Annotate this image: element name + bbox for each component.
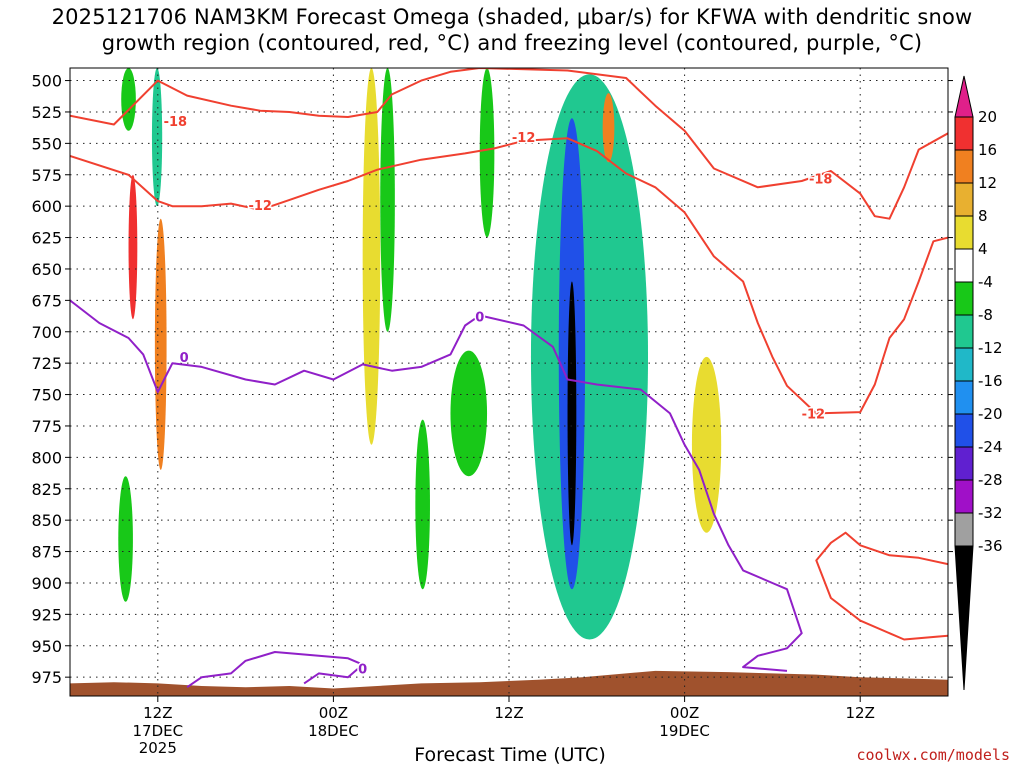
dendritic-contour-2 (815, 531, 948, 641)
y-tick-label: 800 (31, 448, 62, 467)
y-tick-label: 525 (31, 103, 62, 122)
x-tick-label: 12Z (846, 704, 875, 722)
omega-feature-8 (450, 350, 488, 477)
omega-feature-2 (121, 68, 136, 131)
plot-clip-group: -18 -12 -12 -18 -12 0 0 0 (70, 68, 948, 696)
y-tick-label: 750 (31, 386, 62, 405)
site-credit: coolwx.com/models (856, 746, 1010, 764)
y-tick-label: 925 (31, 605, 62, 624)
omega-feature-13 (602, 93, 615, 163)
y-tick-label: 550 (31, 134, 62, 153)
omega-feature-5 (362, 68, 381, 445)
contour-label: 0 (475, 311, 484, 326)
omega-feature-4 (118, 476, 133, 602)
colorbar-bin (954, 512, 974, 547)
colorbar-label: -4 (978, 273, 993, 291)
y-tick-label: 600 (31, 197, 62, 216)
colorbar-bin (954, 413, 974, 448)
x-tick-label: 00Z (319, 704, 348, 722)
contour-label: -12 (802, 407, 826, 422)
y-tick-label: 575 (31, 166, 62, 185)
colorbar-label: 4 (978, 240, 988, 258)
omega-feature-9 (415, 419, 430, 590)
chart-title-line-1: 2025121706 NAM3KM Forecast Omega (shaded… (51, 5, 973, 29)
x-tick-sublabel: 17DEC (133, 722, 184, 740)
colorbar-bin (954, 182, 974, 217)
chart-title-line-2: growth region (contoured, red, °C) and f… (101, 31, 923, 55)
colorbar-label: -12 (978, 339, 1003, 357)
omega-feature-0 (128, 174, 138, 320)
omega-feature-7 (479, 68, 495, 238)
colorbar-bin (954, 281, 974, 316)
omega-feature-14 (691, 356, 722, 533)
x-tick-sublabel: 18DEC (308, 722, 359, 740)
colorbar-bin (954, 314, 974, 349)
colorbar: 20 16 12 8 4 -4 -8 -12 -16 -20 -24 -28 -32 -36 (954, 75, 1003, 691)
omega-feature-1 (154, 218, 167, 470)
y-tick-label: 900 (31, 574, 62, 593)
contour-label: -18 (809, 173, 833, 188)
colorbar-label: -36 (978, 537, 1003, 555)
y-tick-label: 950 (31, 637, 62, 656)
colorbar-bin (954, 215, 974, 250)
y-tick-label: 725 (31, 354, 62, 373)
x-tick-label: 12Z (494, 704, 523, 722)
colorbar-bin (954, 149, 974, 184)
axes: 500 525 550 575 600 625 650 675 700 725 750 775 800 8… (31, 67, 953, 757)
x-axis-title: Forecast Time (UTC) (414, 744, 606, 766)
contour-label: -12 (512, 131, 536, 146)
y-tick-label: 775 (31, 417, 62, 436)
y-tick-label: 700 (31, 323, 62, 342)
y-tick-label: 500 (31, 72, 62, 91)
y-tick-label: 625 (31, 229, 62, 248)
colorbar-bin (954, 116, 974, 151)
y-tick-label: 975 (31, 668, 62, 687)
omega-feature-6 (380, 68, 395, 332)
colorbar-label: -16 (978, 372, 1003, 390)
colorbar-label: 20 (978, 108, 997, 126)
y-tick-label: 825 (31, 480, 62, 499)
y-tick-label: 650 (31, 260, 62, 279)
contour-label: 0 (180, 351, 189, 366)
freezing-level-contour-3 (70, 299, 803, 672)
contour-label: -12 (248, 199, 272, 214)
contour-label: -18 (164, 115, 188, 130)
colorbar-over-triangle (954, 75, 974, 118)
colorbar-label: 8 (978, 207, 988, 225)
colorbar-label: -28 (978, 471, 1003, 489)
omega-feature-12 (567, 281, 577, 546)
colorbar-label: -24 (978, 438, 1003, 456)
plot-area: -18 -12 -12 -18 -12 0 0 0 (70, 68, 948, 696)
freezing-level-contour-4 (186, 651, 364, 689)
omega-feature-10 (530, 74, 649, 640)
terrain (70, 670, 948, 696)
colorbar-label: -20 (978, 405, 1003, 423)
colorbar-under-triangle (954, 545, 974, 691)
contour-label: 0 (358, 662, 367, 677)
colorbar-bin (954, 347, 974, 382)
x-tick-label: 00Z (670, 704, 699, 722)
colorbar-label: 16 (978, 141, 997, 159)
colorbar-label: -32 (978, 504, 1003, 522)
x-tick-sublabel: 19DEC (659, 722, 710, 740)
colorbar-label: 12 (978, 174, 997, 192)
y-tick-label: 875 (31, 543, 62, 562)
y-tick-label: 675 (31, 291, 62, 310)
omega-feature-3 (151, 68, 163, 207)
x-tick-label: 12Z (143, 704, 172, 722)
colorbar-bin (954, 380, 974, 415)
dendritic-contour-0 (70, 68, 948, 220)
x-tick-sublabel: 2025 (139, 739, 177, 757)
colorbar-bin (954, 248, 974, 283)
colorbar-bin (954, 479, 974, 514)
dendritic-contour-1 (70, 137, 948, 415)
colorbar-label: -8 (978, 306, 993, 324)
y-tick-label: 850 (31, 511, 62, 530)
colorbar-bin (954, 446, 974, 481)
